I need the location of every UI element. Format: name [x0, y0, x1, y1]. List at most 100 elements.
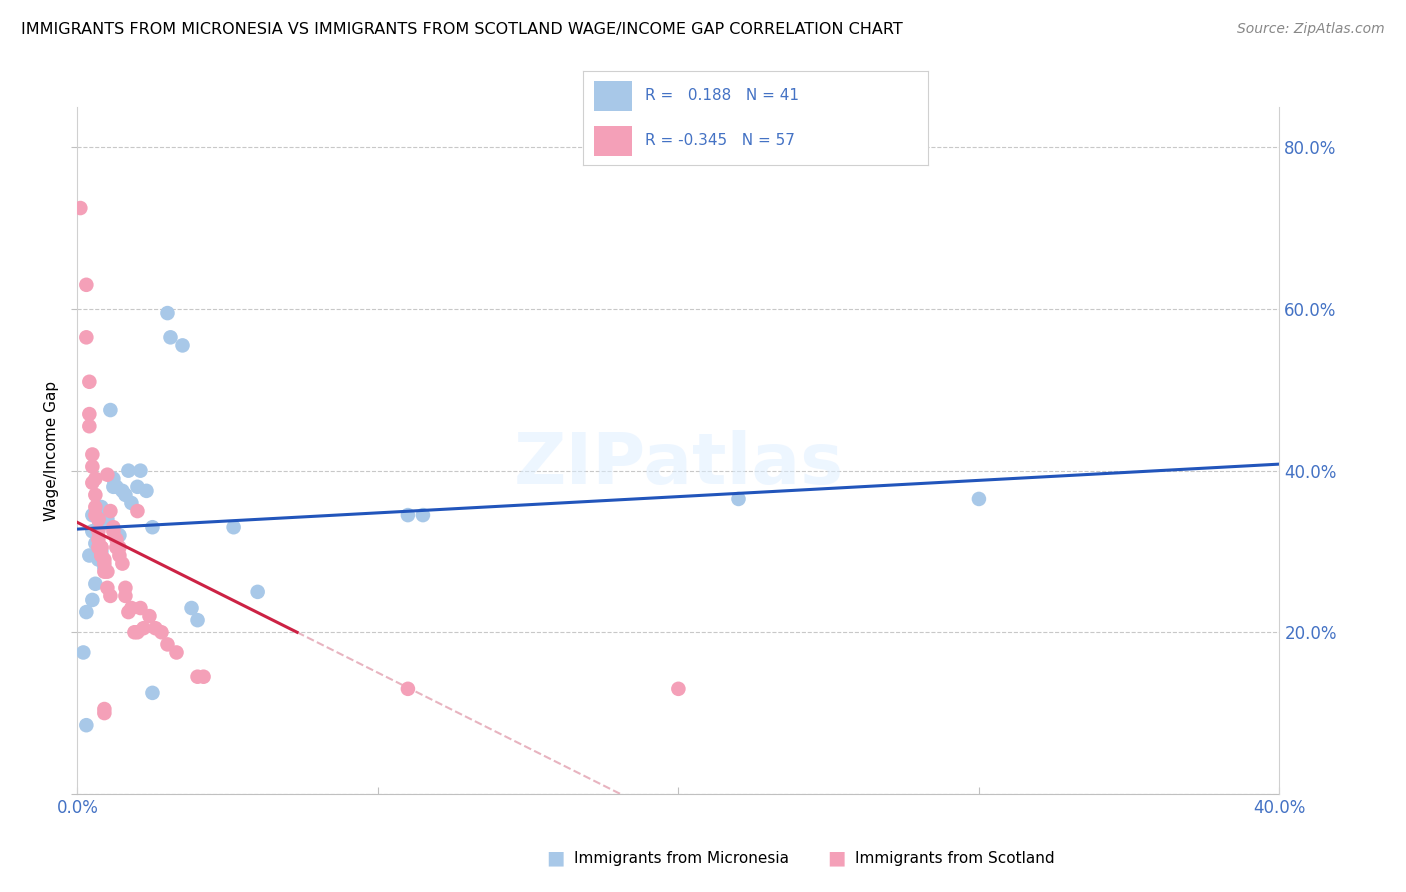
Point [82, 593, 104, 607]
Point [87, 512, 110, 526]
Point [246, 585, 269, 599]
Point [117, 464, 139, 478]
Point [79, 375, 101, 389]
Point [129, 601, 152, 615]
Point [79, 419, 101, 434]
Text: R = -0.345   N = 57: R = -0.345 N = 57 [645, 133, 796, 148]
Point [90, 541, 112, 555]
Point [103, 520, 125, 534]
Point [96, 565, 118, 579]
Text: R =   0.188   N = 41: R = 0.188 N = 41 [645, 88, 800, 103]
Point [727, 491, 749, 506]
Point [124, 625, 146, 640]
Point [180, 601, 202, 615]
Point [114, 581, 136, 595]
Point [141, 520, 163, 534]
Point [93, 706, 115, 720]
Point [396, 508, 419, 522]
Point [93, 516, 115, 531]
Point [111, 557, 134, 571]
Point [87, 524, 110, 539]
Point [90, 549, 112, 563]
Point [105, 541, 128, 555]
Point [93, 557, 115, 571]
Point [96, 512, 118, 526]
Point [156, 306, 179, 320]
Point [396, 681, 419, 696]
Point [87, 541, 110, 555]
Point [87, 533, 110, 547]
Point [111, 483, 134, 498]
Point [145, 621, 167, 635]
Point [93, 560, 115, 574]
Point [141, 686, 163, 700]
Point [79, 549, 101, 563]
Point [127, 625, 149, 640]
Point [138, 609, 160, 624]
Point [105, 480, 128, 494]
Point [84, 536, 107, 550]
Text: Immigrants from Scotland: Immigrants from Scotland [855, 851, 1054, 865]
Point [117, 605, 139, 619]
Point [103, 472, 125, 486]
Point [75, 718, 97, 732]
Point [668, 681, 690, 696]
Point [82, 524, 104, 539]
Point [187, 670, 209, 684]
Point [96, 581, 118, 595]
Point [120, 601, 142, 615]
Point [82, 459, 104, 474]
Text: Source: ZipAtlas.com: Source: ZipAtlas.com [1237, 22, 1385, 37]
Point [156, 637, 179, 651]
Point [90, 500, 112, 514]
Point [72, 645, 94, 659]
Point [93, 552, 115, 566]
Point [103, 480, 125, 494]
Point [84, 576, 107, 591]
Point [75, 605, 97, 619]
Point [93, 565, 115, 579]
Point [82, 448, 104, 462]
Point [114, 488, 136, 502]
Point [100, 504, 122, 518]
Point [87, 552, 110, 566]
Point [87, 512, 110, 526]
Point [150, 625, 173, 640]
Point [172, 338, 194, 352]
Point [75, 330, 97, 344]
Point [90, 541, 112, 555]
Point [108, 528, 131, 542]
Point [120, 496, 142, 510]
Point [967, 491, 990, 506]
Point [82, 508, 104, 522]
Point [87, 520, 110, 534]
Point [222, 520, 245, 534]
Text: Immigrants from Micronesia: Immigrants from Micronesia [574, 851, 789, 865]
Point [159, 330, 181, 344]
Point [75, 277, 97, 292]
Point [135, 483, 157, 498]
Point [100, 403, 122, 417]
Point [129, 464, 152, 478]
Point [127, 480, 149, 494]
Point [105, 533, 128, 547]
Point [103, 524, 125, 539]
Point [84, 508, 107, 522]
Point [132, 621, 155, 635]
Text: IMMIGRANTS FROM MICRONESIA VS IMMIGRANTS FROM SCOTLAND WAGE/INCOME GAP CORRELATI: IMMIGRANTS FROM MICRONESIA VS IMMIGRANTS… [21, 22, 903, 37]
Point [69, 201, 91, 215]
Point [96, 467, 118, 482]
Point [84, 500, 107, 514]
Point [93, 702, 115, 716]
Point [187, 613, 209, 627]
Point [127, 504, 149, 518]
Point [193, 670, 215, 684]
Point [84, 472, 107, 486]
Text: ■: ■ [546, 848, 565, 868]
FancyBboxPatch shape [593, 81, 631, 111]
Text: ZIPatlas: ZIPatlas [513, 430, 844, 499]
Point [79, 407, 101, 421]
Point [108, 541, 131, 555]
Point [114, 589, 136, 603]
FancyBboxPatch shape [593, 126, 631, 156]
